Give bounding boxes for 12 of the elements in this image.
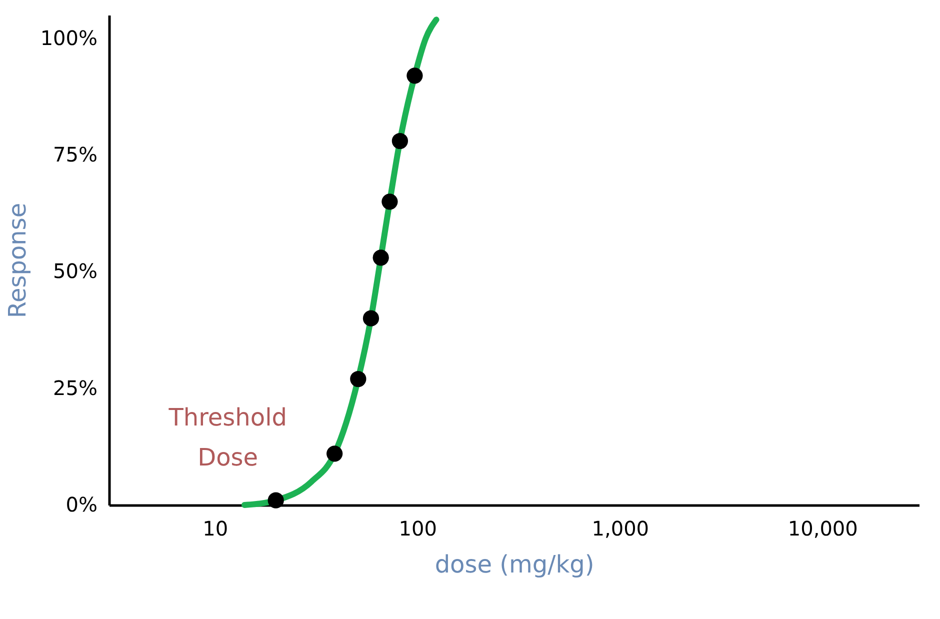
y-tick-label: 50% — [53, 259, 98, 284]
y-tick-label: 100% — [40, 26, 98, 50]
x-tick-label: 10 — [202, 516, 228, 540]
annotation: Threshold Dose — [168, 403, 287, 472]
y-axis-title: Response — [3, 202, 32, 318]
y-tick-label: 25% — [53, 376, 98, 400]
x-tick-label: 10,000 — [788, 516, 858, 540]
x-axis-title: dose (mg/kg) — [434, 550, 594, 578]
x-tick-label: 100 — [398, 516, 437, 540]
y-tick-label: 0% — [66, 492, 98, 516]
x-tick-label: 1,000 — [592, 516, 650, 540]
y-tick-label: 75% — [53, 142, 98, 166]
